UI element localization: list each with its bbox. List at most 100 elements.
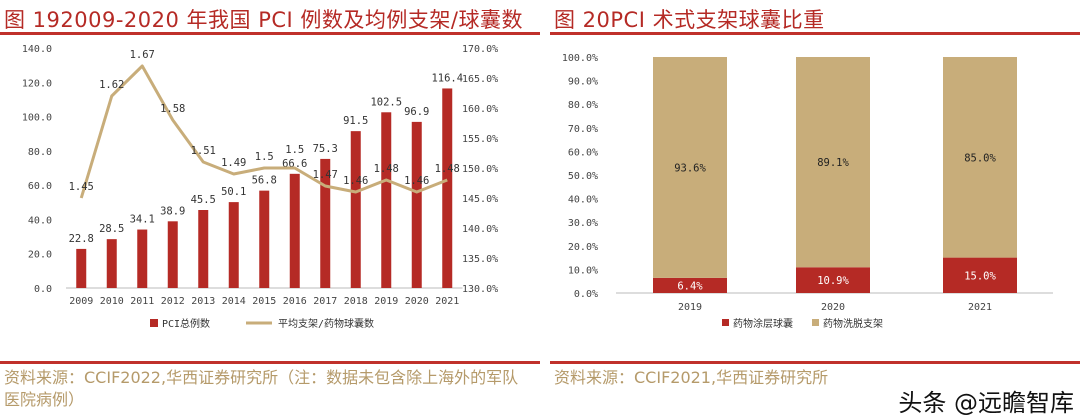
line-label: 1.62: [99, 79, 124, 91]
y-tick-right: 165.0%: [462, 74, 498, 85]
pci-chart: 0.0 20.0 40.0 60.0 80.0 100.0 120.0 140.0 130.0%…: [22, 44, 498, 330]
line-label: 1.58: [160, 103, 185, 115]
bar-segment: [943, 57, 1017, 258]
y-tick-left: 20.0: [28, 250, 52, 261]
bar-label: 50.1: [221, 186, 246, 198]
x-tick: 2019: [678, 302, 702, 313]
bar-label: 85.0%: [964, 152, 996, 164]
legend-label: PCI总例数: [162, 317, 210, 330]
bar: [198, 210, 209, 288]
bar: [381, 112, 392, 289]
line-label: 1.46: [404, 175, 429, 187]
y-tick: 80.0%: [568, 100, 598, 111]
x-tick: 2020: [405, 296, 429, 307]
right-source: 资料来源：CCIF2021,华西证券研究所: [554, 368, 829, 387]
share-chart: 0.0% 10.0% 20.0% 30.0% 40.0% 50.0% 60.0% 70.0% 8…: [562, 53, 1053, 330]
y-tick-right: 135.0%: [462, 254, 498, 265]
x-tick: 2009: [69, 296, 93, 307]
legend-swatch: [812, 319, 819, 326]
y-tick-left: 60.0: [28, 181, 52, 192]
y-tick: 50.0%: [568, 171, 598, 182]
y-tick-left: 120.0: [22, 78, 52, 89]
bar-segment: [653, 57, 727, 278]
title-rule: [0, 32, 540, 35]
y-tick: 60.0%: [568, 147, 598, 158]
line-label: 1.48: [435, 163, 460, 175]
bar-label: 15.0%: [964, 270, 996, 282]
legend-swatch-bar: [150, 319, 158, 327]
y-tick-left: 80.0: [28, 147, 52, 158]
bar-label: 91.5: [343, 115, 368, 127]
y-tick-left: 0.0: [34, 284, 52, 295]
line-label: 1.47: [313, 169, 338, 181]
y-tick: 30.0%: [568, 218, 598, 229]
bar-label: 89.1%: [817, 157, 849, 169]
line-label: 1.5: [255, 151, 274, 163]
y-tick: 10.0%: [568, 265, 598, 276]
y-tick-right: 140.0%: [462, 224, 498, 235]
bar-label: 38.9: [160, 205, 185, 217]
bar-label: 93.6%: [674, 162, 706, 174]
left-panel: 图 192009-2020 年我国 PCI 例数及均例支架/球囊数 0.0 20.…: [0, 8, 540, 409]
bar: [167, 221, 178, 288]
bar-label: 96.9: [404, 106, 429, 118]
bar-label: 116.4: [431, 72, 463, 84]
bar: [289, 173, 300, 288]
y-tick: 70.0%: [568, 124, 598, 135]
y-tick-right: 170.0%: [462, 44, 498, 55]
bar-label: 6.4%: [677, 280, 703, 292]
bar: [228, 202, 239, 288]
line-label: 1.48: [374, 163, 399, 175]
bar-label: 34.1: [130, 214, 155, 226]
bar-label: 45.5: [191, 194, 216, 206]
y-tick-right: 145.0%: [462, 194, 498, 205]
x-tick: 2017: [313, 296, 337, 307]
left-source: 资料来源：CCIF2022,华西证券研究所（注：数据未包含除上海外的军队医院病例…: [4, 368, 519, 409]
legend-label: 药物洗脱支架: [823, 317, 883, 330]
bar: [137, 229, 148, 288]
y-tick-right: 155.0%: [462, 134, 498, 145]
line-label: 1.5: [285, 144, 304, 156]
y-tick-right: 160.0%: [462, 104, 498, 115]
right-panel: 图 20PCI 术式支架球囊比重 0.0% 10.0% 20.0% 30.0% 40.0…: [550, 0, 1080, 418]
x-tick: 2021: [968, 302, 992, 313]
bar-label: 56.8: [252, 175, 277, 187]
bar: [106, 239, 117, 288]
x-tick: 2014: [222, 296, 246, 307]
x-tick: 2011: [130, 296, 154, 307]
y-tick: 100.0%: [562, 53, 598, 64]
y-tick-left: 100.0: [22, 113, 52, 124]
x-tick: 2010: [100, 296, 124, 307]
x-tick: 2019: [374, 296, 398, 307]
bar: [76, 248, 87, 288]
watermark: 头条 @远瞻智库: [898, 389, 1074, 417]
x-tick: 2015: [252, 296, 276, 307]
legend-label: 平均支架/药物球囊数: [278, 317, 374, 330]
line-label: 1.45: [69, 181, 94, 193]
legend-swatch: [722, 319, 729, 326]
line-label: 1.49: [221, 157, 246, 169]
bar: [259, 190, 270, 288]
left-chart-title: 图 192009-2020 年我国 PCI 例数及均例支架/球囊数: [4, 8, 523, 32]
y-tick: 90.0%: [568, 77, 598, 88]
y-tick-left: 40.0: [28, 215, 52, 226]
bar-segment: [653, 277, 727, 293]
x-tick: 2018: [344, 296, 368, 307]
y-tick: 0.0%: [574, 289, 598, 300]
line-label: 1.67: [130, 49, 155, 61]
bar: [350, 131, 361, 288]
y-tick-right: 130.0%: [462, 284, 498, 295]
bar-label: 10.9%: [817, 275, 849, 287]
x-tick: 2016: [283, 296, 307, 307]
bar: [320, 158, 331, 288]
bar-label: 102.5: [370, 96, 402, 108]
right-chart-title: 图 20PCI 术式支架球囊比重: [554, 8, 825, 32]
y-tick-right: 150.0%: [462, 164, 498, 175]
y-tick: 40.0%: [568, 195, 598, 206]
bar-segment: [796, 57, 870, 268]
bar-segment: [796, 267, 870, 293]
x-tick: 2013: [191, 296, 215, 307]
bar: [442, 88, 453, 288]
legend-label: 药物涂层球囊: [733, 317, 793, 330]
bar-label: 28.5: [99, 223, 124, 235]
